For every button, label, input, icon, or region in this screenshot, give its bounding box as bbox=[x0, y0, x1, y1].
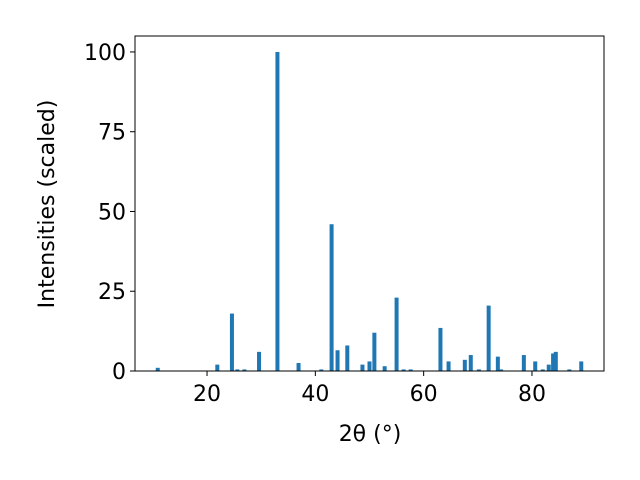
bar bbox=[382, 366, 387, 371]
bar bbox=[394, 297, 399, 371]
bar bbox=[229, 313, 234, 371]
bar bbox=[296, 363, 301, 371]
y-tick-label: 0 bbox=[112, 360, 126, 385]
bar bbox=[468, 355, 473, 371]
bar bbox=[408, 369, 413, 371]
bar bbox=[553, 351, 558, 371]
bar bbox=[360, 364, 365, 371]
x-tick-label: 80 bbox=[518, 382, 546, 407]
y-tick-label: 75 bbox=[98, 121, 126, 146]
bar bbox=[462, 359, 467, 371]
bar bbox=[533, 361, 538, 371]
y-tick-label: 50 bbox=[98, 200, 126, 225]
bar bbox=[329, 224, 334, 371]
bar bbox=[446, 361, 451, 371]
bar bbox=[345, 345, 350, 371]
bar bbox=[335, 350, 340, 371]
bar bbox=[579, 361, 584, 371]
y-axis-label: Intensities (scaled) bbox=[35, 100, 60, 309]
bar bbox=[155, 367, 160, 371]
bar bbox=[567, 369, 572, 371]
bar bbox=[540, 369, 545, 371]
bar bbox=[319, 369, 324, 371]
bar bbox=[486, 305, 491, 371]
bar bbox=[215, 364, 220, 371]
y-tick-label: 100 bbox=[84, 41, 126, 66]
bar bbox=[242, 369, 247, 371]
bar bbox=[257, 351, 262, 371]
bar bbox=[499, 369, 504, 371]
bar bbox=[521, 355, 526, 371]
bar bbox=[438, 327, 443, 371]
bar bbox=[546, 364, 551, 371]
bar bbox=[476, 369, 481, 371]
bar bbox=[551, 353, 556, 371]
y-tick-label: 25 bbox=[98, 280, 126, 305]
bar bbox=[275, 51, 280, 371]
x-tick-label: 20 bbox=[193, 382, 221, 407]
bar bbox=[495, 356, 500, 371]
bar bbox=[235, 369, 240, 371]
bar bbox=[372, 332, 377, 371]
bar bbox=[401, 369, 406, 371]
plot-frame bbox=[134, 35, 605, 372]
bar bbox=[367, 361, 372, 371]
x-axis-label: 2θ (°) bbox=[339, 422, 402, 447]
x-tick-label: 40 bbox=[301, 382, 329, 407]
x-tick-label: 60 bbox=[410, 382, 438, 407]
